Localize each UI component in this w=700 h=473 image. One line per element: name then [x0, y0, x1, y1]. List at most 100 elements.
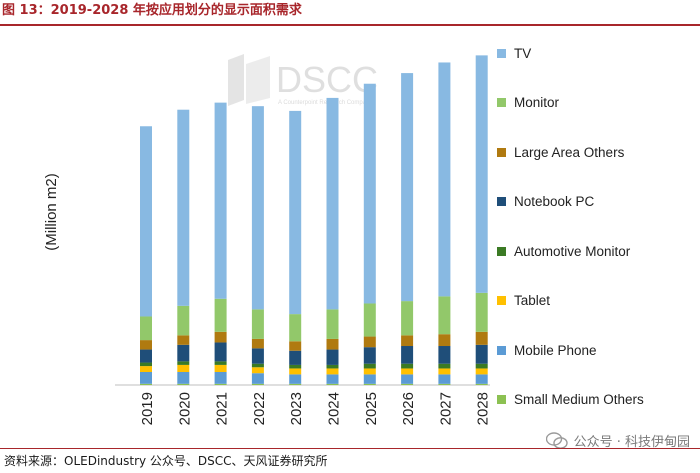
- bar-2027-notebook-pc: [438, 346, 451, 364]
- x-tick-label: 2026: [400, 392, 417, 425]
- bar-2025-tablet: [363, 368, 376, 375]
- bar-2027-small-medium-others: [438, 383, 451, 385]
- bar-2020-tv: [177, 109, 190, 306]
- bar-2026-large-area-others: [401, 335, 414, 347]
- bar-2023-automotive-monitor: [289, 364, 302, 369]
- watermark-brand: DSCC: [276, 59, 378, 100]
- bar-2028-automotive-monitor: [475, 363, 488, 369]
- bar-2021-tv: [214, 102, 227, 299]
- bar-2023-mobile-phone: [289, 374, 302, 384]
- bar-2022-tablet: [251, 367, 264, 374]
- wechat-badge: 公众号 · 科技伊甸园: [545, 431, 690, 450]
- bar-2020-large-area-others: [177, 335, 190, 345]
- x-tick-label: 2023: [288, 392, 305, 425]
- bar-2019-notebook-pc: [140, 349, 152, 363]
- legend-label: Monitor: [514, 95, 560, 110]
- legend-swatch: [497, 345, 506, 355]
- bar-2027-automotive-monitor: [438, 363, 451, 369]
- bar-2024-large-area-others: [326, 338, 339, 350]
- bar-2021-mobile-phone: [214, 372, 227, 384]
- bar-2024-tablet: [326, 368, 339, 375]
- legend-swatch: [497, 48, 506, 58]
- legend-swatch: [497, 246, 506, 256]
- legend-label: TV: [514, 45, 532, 61]
- bar-2020-mobile-phone: [177, 372, 190, 384]
- dscc-watermark: DSCC A Counterpoint Research Company: [228, 54, 378, 106]
- bar-2019-mobile-phone: [140, 372, 152, 384]
- legend-item-large-area-others: Large Area Others: [497, 143, 624, 161]
- bar-2025-large-area-others: [363, 336, 376, 348]
- bar-2026-monitor: [401, 301, 414, 336]
- bar-2022-monitor: [251, 309, 264, 339]
- bar-2024-automotive-monitor: [326, 364, 339, 369]
- x-tick-label: 2020: [176, 392, 193, 425]
- bar-2026-tv: [401, 73, 414, 302]
- legend-item-tv: TV: [497, 44, 531, 62]
- bar-2023-tv: [289, 110, 302, 315]
- figure-title: 图 13：2019-2028 年按应用划分的显示面积需求: [0, 0, 700, 26]
- bar-2024-small-medium-others: [326, 383, 339, 385]
- bar-2020-tablet: [177, 364, 190, 372]
- bar-2020-automotive-monitor: [177, 361, 190, 365]
- y-axis-label: (Million m2): [43, 173, 60, 251]
- legend-label: Small Medium Others: [514, 392, 644, 407]
- watermark-logo-right: [246, 56, 270, 104]
- bar-2020-notebook-pc: [177, 344, 190, 362]
- bar-2022-automotive-monitor: [251, 363, 264, 368]
- bar-2022-small-medium-others: [251, 383, 264, 385]
- source-note: 资料来源：OLEDindustry 公众号、DSCC、天风证券研究所: [4, 454, 328, 468]
- legend-swatch: [497, 197, 506, 206]
- bar-2027-monitor: [438, 296, 451, 335]
- x-tick-label: 2022: [251, 392, 268, 425]
- bar-2019-tablet: [140, 366, 152, 373]
- bar-2021-large-area-others: [214, 331, 227, 343]
- legend-label: Mobile Phone: [514, 342, 597, 358]
- bars-group: [140, 55, 488, 385]
- legend-item-notebook-pc: Notebook PC: [497, 193, 594, 211]
- bar-2021-notebook-pc: [214, 342, 227, 362]
- bar-2024-mobile-phone: [326, 374, 339, 384]
- bar-2028-tv: [475, 55, 488, 293]
- legend-item-tablet: Tablet: [497, 292, 550, 310]
- legend-swatch: [497, 296, 506, 305]
- bar-2023-small-medium-others: [289, 383, 302, 385]
- bar-2026-notebook-pc: [401, 346, 414, 364]
- bar-2027-tablet: [438, 368, 451, 375]
- bar-2026-small-medium-others: [401, 383, 414, 385]
- bar-2021-monitor: [214, 298, 227, 332]
- bar-2019-monitor: [140, 316, 152, 341]
- bar-2026-mobile-phone: [401, 374, 414, 384]
- watermark-logo-left: [228, 54, 244, 106]
- bar-2028-monitor: [475, 292, 488, 332]
- bar-2019-large-area-others: [140, 340, 152, 350]
- bar-2025-tv: [363, 83, 376, 304]
- bar-2025-automotive-monitor: [363, 363, 376, 369]
- bar-2022-mobile-phone: [251, 373, 264, 384]
- wechat-label: 公众号 · 科技伊甸园: [573, 435, 690, 450]
- x-tick-labels: 2019 2020 2021 2022 2023 2024 2025 2026 2027 2028: [139, 392, 492, 425]
- bar-2023-notebook-pc: [289, 350, 302, 365]
- bar-2024-monitor: [326, 309, 339, 339]
- bar-2019-small-medium-others: [140, 383, 152, 385]
- bar-2028-notebook-pc: [475, 344, 488, 364]
- bar-2019-tv: [140, 126, 152, 317]
- bar-2025-notebook-pc: [363, 347, 376, 364]
- legend-swatch: [497, 98, 506, 107]
- wechat-icon: [545, 431, 568, 450]
- bar-2023-large-area-others: [289, 341, 302, 351]
- legend-label: Automotive Monitor: [514, 243, 631, 259]
- bar-2024-tv: [326, 97, 339, 310]
- bar-2028-tablet: [475, 368, 488, 375]
- bar-2028-small-medium-others: [475, 383, 488, 385]
- x-tick-label: 2024: [326, 392, 343, 425]
- legend-swatch: [497, 147, 506, 157]
- legend-item-monitor: Monitor: [497, 94, 559, 112]
- bar-2019-automotive-monitor: [140, 362, 152, 367]
- legend-swatch: [497, 395, 506, 404]
- bar-2025-mobile-phone: [363, 374, 376, 384]
- x-tick-label: 2027: [437, 392, 454, 425]
- stacked-bar-chart: DSCC A Counterpoint Research Company (Mi…: [43, 54, 492, 425]
- bar-2021-tablet: [214, 364, 227, 372]
- legend-item-mobile-phone: Mobile Phone: [497, 341, 597, 359]
- bar-2023-tablet: [289, 368, 302, 375]
